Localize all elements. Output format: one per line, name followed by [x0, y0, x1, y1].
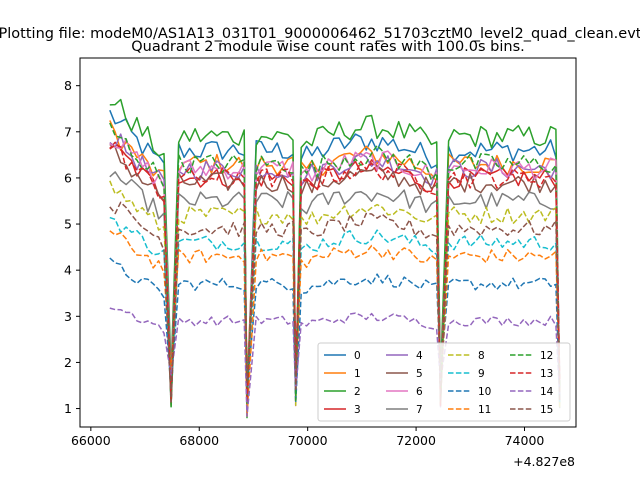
series-layer: [109, 98, 561, 419]
x-offset-label: +4.827e8: [513, 454, 575, 469]
axes-layer: 66000 68000 70000 72000 74000 1 2 3 4 5 6 7 8: [64, 78, 544, 448]
x-tick-label: 66000: [71, 433, 111, 448]
legend-label-10: 10: [478, 386, 491, 398]
figure-suptitle: Plotting file: modeM0/AS1A13_031T01_9000…: [0, 26, 640, 42]
x-tick-label: 68000: [179, 433, 219, 448]
series-line-10: [109, 257, 561, 404]
x-tick-label: 70000: [288, 433, 328, 448]
legend-label-5: 5: [416, 368, 423, 380]
legend-label-13: 13: [540, 368, 553, 380]
legend-label-2: 2: [354, 386, 361, 398]
series-line-8: [109, 180, 561, 410]
legend-label-11: 11: [478, 404, 491, 416]
legend-label-6: 6: [416, 386, 423, 398]
y-tick-label: 6: [64, 170, 72, 185]
series-line-11: [109, 230, 561, 419]
series-line-5: [109, 143, 561, 403]
y-tick-label: 3: [64, 309, 72, 324]
y-tick-label: 1: [64, 401, 72, 416]
x-tick-label: 72000: [396, 433, 436, 448]
chart-title: Quadrant 2 module wise count rates with …: [131, 39, 525, 55]
legend-frame: [317, 342, 571, 422]
series-line-4: [109, 133, 561, 408]
series-line-13: [109, 144, 561, 407]
legend-label-1: 1: [354, 368, 361, 380]
series-line-15: [109, 201, 561, 403]
legend-label-14: 14: [540, 386, 554, 398]
legend-label-15: 15: [540, 404, 553, 416]
y-tick-label: 8: [64, 78, 72, 93]
legend-label-12: 12: [540, 350, 553, 362]
series-line-9: [109, 216, 561, 412]
legend-label-9: 9: [478, 368, 485, 380]
series-line-14: [109, 307, 561, 417]
y-tick-label: 4: [64, 263, 72, 278]
legend-label-4: 4: [416, 350, 423, 362]
legend-label-7: 7: [416, 404, 423, 416]
series-line-0: [109, 109, 561, 406]
y-tick-label: 2: [64, 355, 72, 370]
series-line-2: [109, 98, 561, 419]
legend-label-8: 8: [478, 350, 485, 362]
y-tick-label: 7: [64, 124, 72, 139]
legend-label-3: 3: [354, 404, 361, 416]
series-line-7: [109, 171, 561, 409]
series-line-12: [109, 122, 561, 410]
y-tick-label: 5: [64, 217, 72, 232]
plot-frame: [79, 57, 577, 428]
legend-label-0: 0: [354, 350, 361, 362]
x-tick-label: 74000: [505, 433, 545, 448]
